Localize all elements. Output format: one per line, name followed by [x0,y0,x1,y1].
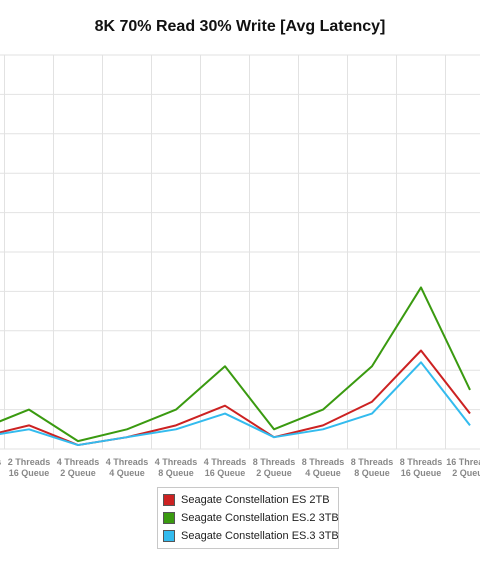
x-tick-label: 2 Threads 16 Queue [8,457,51,478]
x-tick-label: 4 Threads 8 Queue [155,457,198,478]
legend-item: Seagate Constellation ES.2 3TB [163,510,339,526]
legend-label: Seagate Constellation ES.2 3TB [181,512,339,524]
x-tick-label: 8 Threads 16 Queue [400,457,443,478]
legend-swatch [163,494,175,506]
x-tick-label: 4 Threads 2 Queue [57,457,100,478]
legend-label: Seagate Constellation ES.3 3TB [181,530,339,542]
series-line [0,361,471,447]
x-tick-label: 4 Threads 4 Queue [106,457,149,478]
series-lines [0,286,471,447]
legend-item: Seagate Constellation ES 2TB [163,492,330,508]
chart-title: 8K 70% Read 30% Write [Avg Latency] [94,18,386,35]
legend-swatch [163,530,175,542]
legend-item: Seagate Constellation ES.3 3TB [163,528,339,544]
x-tick-label: 8 Threads 2 Queue [253,457,296,478]
legend-swatch [163,512,175,524]
legend: Seagate Constellation ES 2TB Seagate Cons… [157,487,339,549]
x-tick-label: 8 Threads 8 Queue [351,457,394,478]
legend-label: Seagate Constellation ES 2TB [181,494,330,506]
x-tick-label: 8 Threads 4 Queue [302,457,345,478]
grid-lines [0,54,480,450]
x-tick-label: 4 Threads 16 Queue [204,457,247,478]
series-line [0,349,471,447]
